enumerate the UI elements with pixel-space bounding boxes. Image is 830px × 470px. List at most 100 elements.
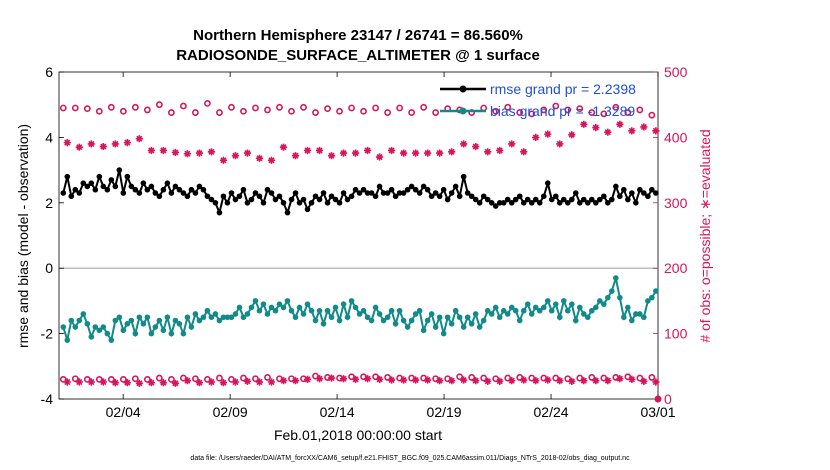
bias-point: [452, 307, 459, 314]
y-tick-label-right: 200: [664, 260, 688, 276]
obs_evaluated_low-marker: [135, 379, 143, 387]
obs_evaluated-marker: [339, 149, 348, 157]
rmse-point: [576, 200, 583, 206]
rmse-point: [432, 190, 439, 196]
rmse-point: [304, 206, 311, 213]
bias-point: [140, 320, 147, 327]
rmse-point: [320, 190, 327, 196]
rmse-point: [532, 196, 539, 203]
bias-point: [404, 324, 411, 330]
bias-point: [300, 311, 307, 317]
obs_possible-marker: [143, 106, 151, 114]
obs_evaluated_low-marker: [604, 377, 612, 385]
obs_evaluated_low-marker: [171, 379, 179, 387]
obs_evaluated_low-marker: [400, 376, 408, 384]
bias-point: [296, 304, 303, 311]
rmse-point: [96, 173, 103, 180]
bias-point: [504, 311, 511, 317]
obs_evaluated_low-marker: [436, 377, 444, 385]
y-axis-label-left: rmse and bias (model - observation): [15, 124, 31, 348]
rmse-point: [588, 196, 595, 203]
bias-point: [416, 307, 423, 314]
bias-point: [264, 311, 271, 317]
rmse-point: [540, 193, 547, 200]
bias-point: [540, 304, 547, 311]
bias-point: [629, 317, 635, 324]
obs_possible-marker: [204, 99, 211, 107]
obs_possible-marker: [360, 107, 367, 115]
bias-point: [344, 314, 351, 321]
rmse-point: [621, 186, 627, 193]
rmse-point: [204, 193, 211, 200]
bias-point: [152, 324, 159, 330]
rmse-point: [380, 190, 387, 196]
bias-point: [216, 317, 223, 324]
bias-point: [593, 304, 599, 311]
obs_evaluated-marker: [484, 148, 492, 156]
y-tick-label-left: -4: [41, 391, 54, 407]
obs_possible-marker: [107, 103, 115, 111]
obs_evaluated_low-marker: [219, 379, 228, 387]
bias-point: [124, 320, 131, 327]
bias-point: [420, 327, 427, 334]
obs_evaluated_low-marker: [147, 379, 155, 387]
obs_possible_low-marker: [119, 375, 127, 383]
obs_possible_low-marker: [59, 375, 67, 383]
rmse-point: [424, 186, 431, 193]
obs_possible-marker: [324, 105, 331, 113]
bias-point: [324, 307, 331, 314]
obs_evaluated-marker: [267, 156, 276, 164]
rmse-point: [140, 180, 147, 186]
bias-point: [424, 317, 431, 324]
bias-point: [597, 298, 603, 304]
obs_evaluated-marker: [219, 156, 228, 164]
obs_evaluated_low-marker: [472, 377, 480, 385]
obs_possible-marker: [432, 109, 440, 116]
bias-point: [316, 307, 323, 314]
rmse-point: [396, 190, 403, 196]
obs_evaluated-marker: [520, 148, 528, 156]
bias-point: [500, 307, 507, 314]
obs_possible-marker: [264, 106, 271, 114]
obs_possible_low-marker: [468, 374, 476, 381]
y-tick-label-left: -2: [41, 326, 54, 342]
obs_possible-marker: [528, 110, 536, 118]
bias-point: [548, 307, 555, 314]
rmse-point: [480, 193, 487, 200]
obs_evaluated-marker: [207, 148, 216, 156]
bias-point: [60, 324, 67, 330]
rmse-point: [496, 200, 503, 206]
bias-point: [484, 307, 491, 314]
obs_possible_low-marker: [167, 375, 175, 383]
chart-title-line2: RADIOSONDE_SURFACE_ALTIMETER @ 1 surface: [176, 47, 540, 64]
bias-point: [148, 330, 155, 337]
rmse-point: [601, 193, 607, 200]
legend-marker-bias: [459, 107, 467, 115]
rmse-point: [184, 193, 191, 200]
bias-point: [440, 330, 447, 337]
bias-point: [649, 294, 655, 301]
rmse-point: [280, 200, 287, 206]
x-tick-label: 02/14: [320, 404, 355, 420]
bias-point: [72, 324, 79, 330]
rmse-point: [408, 183, 415, 190]
obs_evaluated_low-marker: [267, 378, 276, 386]
rmse-point: [560, 196, 567, 203]
bias-point: [280, 304, 287, 311]
bias-point: [384, 314, 391, 321]
bias-point: [568, 301, 575, 307]
rmse-point: [120, 190, 127, 196]
bias-point: [528, 311, 535, 317]
rmse-point: [440, 186, 447, 193]
obs_possible-marker: [624, 109, 632, 116]
bias-point: [276, 301, 283, 307]
obs_evaluated-marker: [303, 146, 312, 155]
rmse-point: [148, 183, 155, 190]
obs_possible_low-marker: [492, 375, 500, 383]
rmse-point: [212, 200, 219, 206]
x-tick-label: 03/01: [640, 404, 675, 420]
obs_evaluated-marker: [556, 140, 564, 148]
obs_possible_low-marker: [552, 374, 560, 382]
rmse-point: [336, 200, 343, 206]
obs_possible_low-marker: [107, 375, 115, 383]
